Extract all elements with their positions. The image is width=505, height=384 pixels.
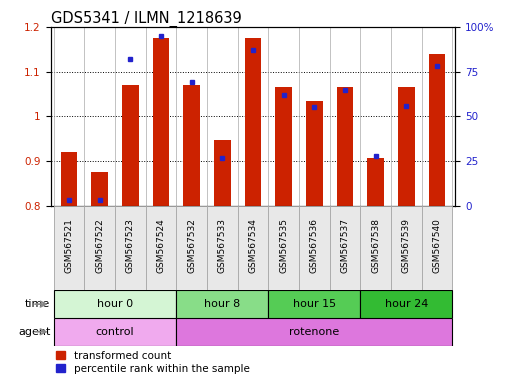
Text: GSM567524: GSM567524 (156, 218, 165, 273)
Bar (237, 206, 268, 290)
Text: GDS5341 / ILMN_1218639: GDS5341 / ILMN_1218639 (50, 11, 241, 27)
Bar (268, 206, 298, 290)
Text: time: time (25, 299, 50, 309)
Bar (91, 172, 108, 206)
Bar (360, 290, 451, 318)
Text: hour 8: hour 8 (204, 299, 240, 309)
Text: GSM567533: GSM567533 (218, 218, 226, 273)
Bar (329, 206, 360, 290)
Text: GSM567538: GSM567538 (371, 218, 379, 273)
Bar (421, 206, 451, 290)
Text: GSM567523: GSM567523 (126, 218, 134, 273)
Bar (54, 206, 84, 290)
Text: GSM567536: GSM567536 (309, 218, 318, 273)
Bar (214, 140, 230, 206)
Bar (397, 87, 414, 206)
Bar (54, 318, 176, 346)
Bar (390, 206, 421, 290)
Bar (183, 85, 199, 206)
Bar (268, 290, 360, 318)
Text: GSM567540: GSM567540 (432, 218, 441, 273)
Text: hour 0: hour 0 (97, 299, 133, 309)
Text: GSM567537: GSM567537 (340, 218, 349, 273)
Text: GSM567535: GSM567535 (279, 218, 287, 273)
Bar (115, 206, 145, 290)
Bar (61, 152, 77, 206)
Text: GSM567534: GSM567534 (248, 218, 257, 273)
Text: GSM567522: GSM567522 (95, 218, 104, 273)
Text: rotenone: rotenone (289, 327, 339, 337)
Bar (176, 290, 268, 318)
Text: hour 24: hour 24 (384, 299, 427, 309)
Bar (207, 206, 237, 290)
Text: GSM567532: GSM567532 (187, 218, 196, 273)
Text: GSM567521: GSM567521 (64, 218, 73, 273)
Bar (367, 157, 383, 206)
Bar (360, 206, 390, 290)
Bar (275, 87, 291, 206)
Bar (122, 85, 138, 206)
Bar (306, 101, 322, 206)
Text: control: control (95, 327, 134, 337)
Bar (298, 206, 329, 290)
Legend: transformed count, percentile rank within the sample: transformed count, percentile rank withi… (56, 351, 249, 374)
Bar (176, 206, 207, 290)
Bar (153, 38, 169, 206)
Bar (428, 54, 444, 206)
Bar (336, 87, 352, 206)
Bar (54, 290, 176, 318)
Bar (84, 206, 115, 290)
Bar (176, 318, 451, 346)
Text: agent: agent (18, 327, 50, 337)
Text: hour 15: hour 15 (292, 299, 335, 309)
Text: GSM567539: GSM567539 (401, 218, 410, 273)
Bar (244, 38, 261, 206)
Bar (145, 206, 176, 290)
